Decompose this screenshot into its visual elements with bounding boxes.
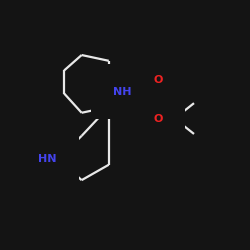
Text: HN: HN [38,154,56,164]
Text: O: O [153,114,163,124]
Text: NH: NH [113,86,132,97]
Text: O: O [153,75,163,85]
